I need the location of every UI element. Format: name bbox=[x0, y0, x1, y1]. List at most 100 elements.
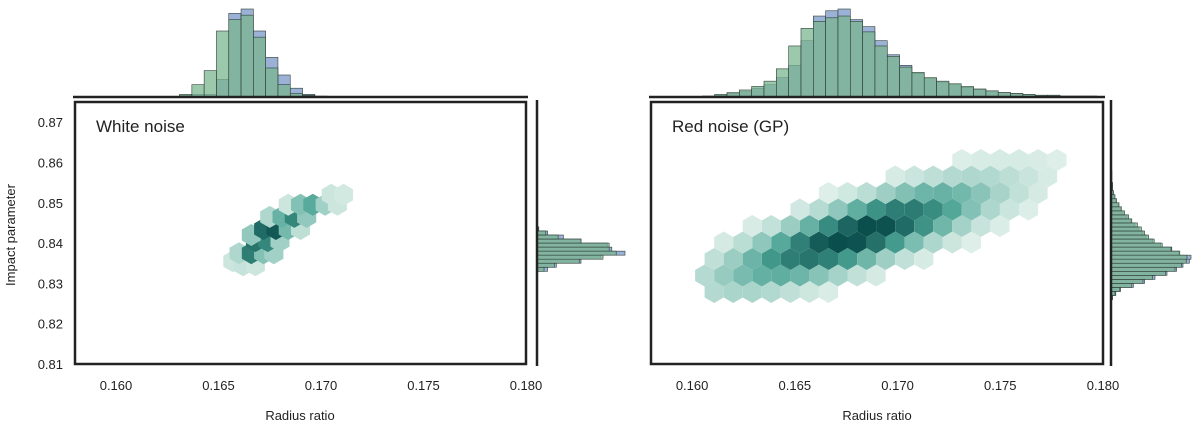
hexbin-cell bbox=[961, 231, 981, 254]
hexbin-cell bbox=[857, 182, 877, 204]
right-hist-bar bbox=[1110, 238, 1155, 244]
hexbin-cell bbox=[952, 182, 972, 204]
hexbin-cell bbox=[809, 231, 829, 254]
x-tick-label: 0.180 bbox=[510, 378, 543, 393]
top-hist-bar bbox=[240, 14, 254, 98]
top-hist-bar bbox=[849, 21, 863, 98]
hexbin-cell bbox=[761, 248, 781, 270]
hexbin-cell bbox=[790, 264, 810, 287]
right-hist-bar bbox=[536, 262, 555, 268]
hexbin-cell bbox=[761, 215, 781, 237]
hexbin-cell bbox=[895, 248, 915, 270]
hexbin-cell bbox=[761, 281, 781, 303]
right-hist-bar bbox=[536, 246, 610, 252]
top-hist-bar bbox=[825, 17, 839, 98]
top-histogram-red bbox=[649, 8, 1105, 99]
hexbin-cell bbox=[818, 215, 838, 237]
top-hist-bar bbox=[763, 80, 777, 98]
hexbin-cell bbox=[771, 231, 791, 254]
hexbin-cell bbox=[952, 215, 972, 237]
hexbin-cell bbox=[914, 215, 934, 237]
right-hist-bar bbox=[1110, 283, 1133, 288]
right-hist-bar bbox=[1110, 218, 1133, 224]
y-tick-label: 0.85 bbox=[38, 196, 63, 211]
hexbin-cell bbox=[780, 248, 800, 270]
hexbin-cell bbox=[714, 264, 734, 287]
hexbin-cell bbox=[961, 198, 981, 221]
x-axis-label-white: Radius ratio bbox=[265, 408, 334, 423]
x-ticks-white: 0.160 0.165 0.170 0.175 0.180 bbox=[100, 378, 543, 393]
top-hist-bar bbox=[203, 70, 217, 98]
hexbin-cell bbox=[942, 165, 962, 188]
hexbin-cell bbox=[847, 231, 867, 254]
top-hist-bar bbox=[751, 86, 765, 98]
top-hist-bar bbox=[862, 31, 876, 98]
top-hist-bar bbox=[788, 45, 802, 98]
hexbin-cell bbox=[885, 198, 905, 221]
hexbin-cell bbox=[942, 231, 962, 254]
x-tick-label: 0.180 bbox=[1087, 378, 1120, 393]
hexbin-cell bbox=[818, 182, 838, 204]
hexbin-cell bbox=[876, 182, 896, 204]
hexbin-cell bbox=[838, 248, 858, 270]
top-hist-bar bbox=[813, 21, 826, 98]
right-hist-bar bbox=[536, 238, 582, 244]
hexbin-cell bbox=[847, 198, 867, 221]
hexbin-cell bbox=[771, 264, 791, 287]
hexbin-cell bbox=[923, 231, 943, 254]
top-hist-bar bbox=[911, 72, 925, 98]
hexbin-cell bbox=[752, 231, 772, 254]
hexbin-cell bbox=[799, 281, 819, 303]
right-hist-bar bbox=[536, 234, 559, 240]
y-tick-label: 0.81 bbox=[38, 357, 63, 372]
y-ticks-white: 0.81 0.82 0.83 0.84 0.85 0.86 0.87 bbox=[38, 115, 63, 372]
right-hist-bar bbox=[1110, 266, 1176, 272]
hexbin-cell bbox=[923, 198, 943, 221]
hexbin-cell bbox=[866, 198, 886, 221]
hexbin-cell bbox=[857, 248, 877, 270]
x-axis-label-red: Radius ratio bbox=[842, 408, 911, 423]
x-tick-label: 0.175 bbox=[407, 378, 440, 393]
hexbin-cell bbox=[866, 264, 886, 287]
x-tick-label: 0.165 bbox=[202, 378, 235, 393]
hexbin-cell bbox=[980, 165, 1000, 188]
hexbin-cell bbox=[809, 264, 829, 287]
y-tick-label: 0.83 bbox=[38, 276, 63, 291]
hexbin-cell bbox=[942, 198, 962, 221]
hexbin-cell bbox=[780, 215, 800, 237]
hexbin-cell bbox=[971, 215, 991, 237]
top-hist-bar bbox=[191, 84, 205, 98]
right-hist-bar bbox=[1110, 254, 1188, 260]
hexbin-cell bbox=[780, 281, 800, 303]
hexbin-white bbox=[223, 183, 354, 277]
right-hist-bar bbox=[1110, 214, 1129, 220]
y-axis-label-white: Impact parameter bbox=[3, 183, 18, 286]
top-hist-bar bbox=[886, 56, 900, 98]
hexbin-cell bbox=[1047, 149, 1067, 171]
hexbin-cell bbox=[847, 264, 867, 287]
hexbin-cell bbox=[799, 248, 819, 270]
hexbin-cell bbox=[704, 281, 724, 303]
right-hist-bar bbox=[1110, 234, 1149, 240]
y-tick-label: 0.82 bbox=[38, 317, 63, 332]
right-hist-bar bbox=[1110, 270, 1166, 276]
top-hist-bar bbox=[800, 28, 814, 98]
right-hist-bar bbox=[1110, 287, 1121, 292]
right-hist-bar bbox=[1110, 230, 1145, 236]
right-hist-bar bbox=[1110, 275, 1153, 280]
hexbin-cell bbox=[914, 248, 934, 270]
x-tick-label: 0.175 bbox=[984, 378, 1017, 393]
top-histogram-white bbox=[73, 8, 528, 99]
right-hist-bar bbox=[536, 258, 580, 264]
hexbin-cell bbox=[1009, 182, 1029, 204]
hexbin-cell bbox=[952, 149, 972, 171]
top-hist-bar bbox=[228, 19, 242, 98]
hexbin-cell bbox=[990, 149, 1010, 171]
hexbin-cell bbox=[714, 231, 734, 254]
hexbin-red bbox=[695, 149, 1067, 303]
right-hist-bar bbox=[1110, 246, 1172, 252]
x-ticks-red: 0.160 0.165 0.170 0.175 0.180 bbox=[676, 378, 1119, 393]
right-histogram-white bbox=[535, 100, 626, 366]
right-hist-bar bbox=[1110, 279, 1144, 284]
